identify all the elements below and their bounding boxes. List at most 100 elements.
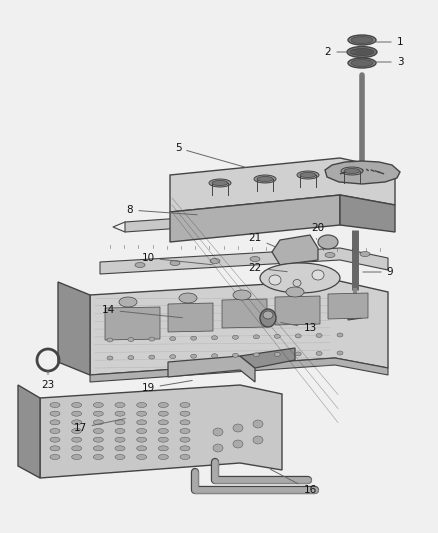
Text: 8: 8: [127, 205, 197, 215]
Ellipse shape: [170, 337, 176, 341]
Text: 17: 17: [74, 418, 125, 433]
Ellipse shape: [115, 437, 125, 442]
Ellipse shape: [50, 437, 60, 442]
Ellipse shape: [341, 167, 363, 175]
Ellipse shape: [50, 411, 60, 416]
Ellipse shape: [260, 263, 340, 293]
Ellipse shape: [180, 437, 190, 442]
Ellipse shape: [137, 420, 147, 425]
Ellipse shape: [50, 446, 60, 451]
Ellipse shape: [253, 420, 263, 428]
Ellipse shape: [253, 353, 259, 357]
Ellipse shape: [107, 338, 113, 342]
Text: 13: 13: [281, 322, 317, 333]
Ellipse shape: [180, 446, 190, 451]
Ellipse shape: [158, 437, 168, 442]
Ellipse shape: [149, 355, 155, 359]
Ellipse shape: [119, 297, 137, 307]
Ellipse shape: [213, 444, 223, 452]
Ellipse shape: [158, 420, 168, 425]
Text: 5: 5: [175, 143, 245, 167]
Polygon shape: [58, 282, 90, 375]
Ellipse shape: [297, 171, 319, 179]
Ellipse shape: [347, 46, 377, 58]
Text: 10: 10: [141, 253, 212, 265]
Polygon shape: [90, 358, 388, 382]
Text: 23: 23: [41, 371, 55, 390]
Ellipse shape: [316, 351, 322, 356]
Ellipse shape: [290, 254, 300, 260]
Polygon shape: [275, 296, 320, 325]
Ellipse shape: [318, 235, 338, 249]
Ellipse shape: [286, 287, 304, 297]
Ellipse shape: [351, 36, 373, 44]
Ellipse shape: [337, 333, 343, 337]
Ellipse shape: [72, 455, 81, 459]
Ellipse shape: [158, 402, 168, 408]
Ellipse shape: [254, 175, 276, 183]
Ellipse shape: [72, 402, 81, 408]
Text: 21: 21: [248, 233, 276, 247]
Ellipse shape: [180, 411, 190, 416]
Ellipse shape: [170, 261, 180, 265]
Text: 14: 14: [101, 305, 182, 318]
Polygon shape: [168, 356, 255, 382]
Polygon shape: [168, 303, 213, 332]
Ellipse shape: [212, 354, 218, 358]
Ellipse shape: [350, 49, 374, 55]
Ellipse shape: [253, 436, 263, 444]
Ellipse shape: [72, 411, 81, 416]
Text: 16: 16: [270, 469, 317, 495]
Ellipse shape: [250, 256, 260, 262]
Ellipse shape: [233, 290, 251, 300]
Ellipse shape: [128, 337, 134, 342]
Ellipse shape: [50, 429, 60, 433]
Ellipse shape: [50, 420, 60, 425]
Ellipse shape: [158, 446, 168, 451]
Polygon shape: [100, 248, 388, 274]
Ellipse shape: [115, 402, 125, 408]
Ellipse shape: [300, 173, 316, 177]
Ellipse shape: [263, 311, 273, 319]
Ellipse shape: [158, 411, 168, 416]
Ellipse shape: [158, 455, 168, 459]
Text: 2: 2: [325, 47, 355, 57]
Ellipse shape: [212, 336, 218, 340]
Polygon shape: [340, 195, 395, 232]
Ellipse shape: [210, 259, 220, 263]
Ellipse shape: [115, 420, 125, 425]
Ellipse shape: [213, 428, 223, 436]
Ellipse shape: [50, 455, 60, 459]
Polygon shape: [328, 293, 368, 319]
Ellipse shape: [274, 334, 280, 338]
Text: 1: 1: [371, 37, 403, 47]
Ellipse shape: [72, 420, 81, 425]
Polygon shape: [170, 158, 395, 212]
Polygon shape: [18, 385, 40, 478]
Ellipse shape: [295, 334, 301, 338]
Ellipse shape: [93, 446, 103, 451]
Ellipse shape: [260, 309, 276, 327]
Ellipse shape: [180, 429, 190, 433]
Ellipse shape: [170, 354, 176, 359]
Ellipse shape: [233, 424, 243, 432]
Ellipse shape: [107, 356, 113, 360]
Polygon shape: [222, 299, 267, 328]
Text: 3: 3: [371, 57, 403, 67]
Ellipse shape: [137, 446, 147, 451]
Ellipse shape: [180, 455, 190, 459]
Polygon shape: [40, 385, 282, 478]
Ellipse shape: [137, 437, 147, 442]
Ellipse shape: [93, 429, 103, 433]
Ellipse shape: [233, 353, 238, 357]
Ellipse shape: [135, 262, 145, 268]
Ellipse shape: [253, 335, 259, 339]
Polygon shape: [170, 195, 340, 242]
Ellipse shape: [137, 402, 147, 408]
Ellipse shape: [115, 411, 125, 416]
Text: 20: 20: [311, 223, 325, 239]
Ellipse shape: [293, 279, 301, 287]
Ellipse shape: [191, 354, 197, 358]
Text: 9: 9: [363, 267, 393, 277]
Polygon shape: [105, 307, 160, 340]
